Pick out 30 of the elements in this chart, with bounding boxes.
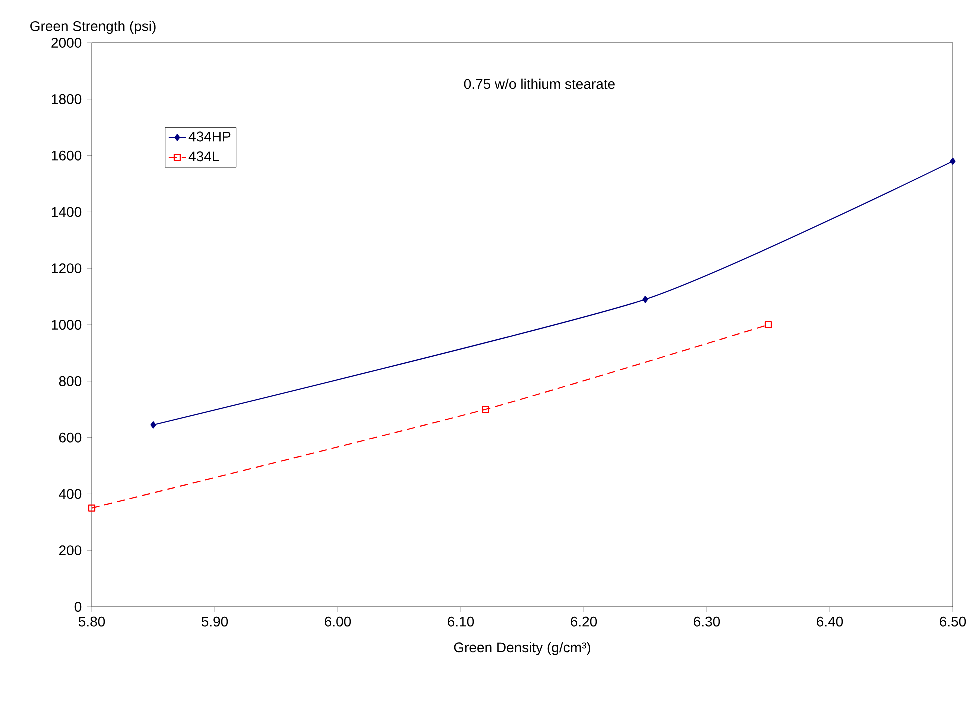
x-tick-label: 6.20 [571, 616, 598, 627]
point [482, 406, 490, 414]
x-tick-label: 6.10 [448, 616, 474, 627]
y-tick-label: 600 [59, 432, 82, 443]
point [150, 422, 156, 429]
y-tick-label: 1400 [52, 207, 82, 218]
y-tick-label: 800 [59, 376, 82, 386]
y-tick-label: 1600 [52, 150, 82, 161]
x-tick-label: 6.30 [694, 616, 720, 627]
point [642, 296, 648, 304]
y-tick-label: 400 [59, 489, 82, 500]
y-tick-label: 1000 [52, 320, 82, 330]
x-tick-label: 6.50 [940, 616, 966, 627]
point [950, 158, 956, 165]
y-tick-label: 200 [59, 546, 82, 556]
point [88, 504, 96, 512]
y-tick-label: 2000 [52, 38, 82, 48]
x-tick-label: 5.90 [202, 616, 228, 627]
annotation: 0.75 w/o lithium stearate [464, 78, 615, 90]
x-tick-label: 6.40 [817, 616, 844, 627]
legend-label: 434HP [188, 132, 231, 142]
y-tick-label: 1800 [52, 94, 82, 104]
legend-label: 434L [188, 152, 220, 162]
x-axis-title: Green Density (g/cm³) [454, 642, 590, 656]
y-tick-label: 0 [74, 602, 82, 612]
y-tick-label: 1200 [52, 264, 82, 274]
x-tick-label: 6.00 [325, 616, 352, 627]
y-axis-title: Green Strength (psi) [30, 21, 156, 34]
x-tick-label: 5.80 [78, 616, 106, 627]
point [764, 321, 772, 329]
